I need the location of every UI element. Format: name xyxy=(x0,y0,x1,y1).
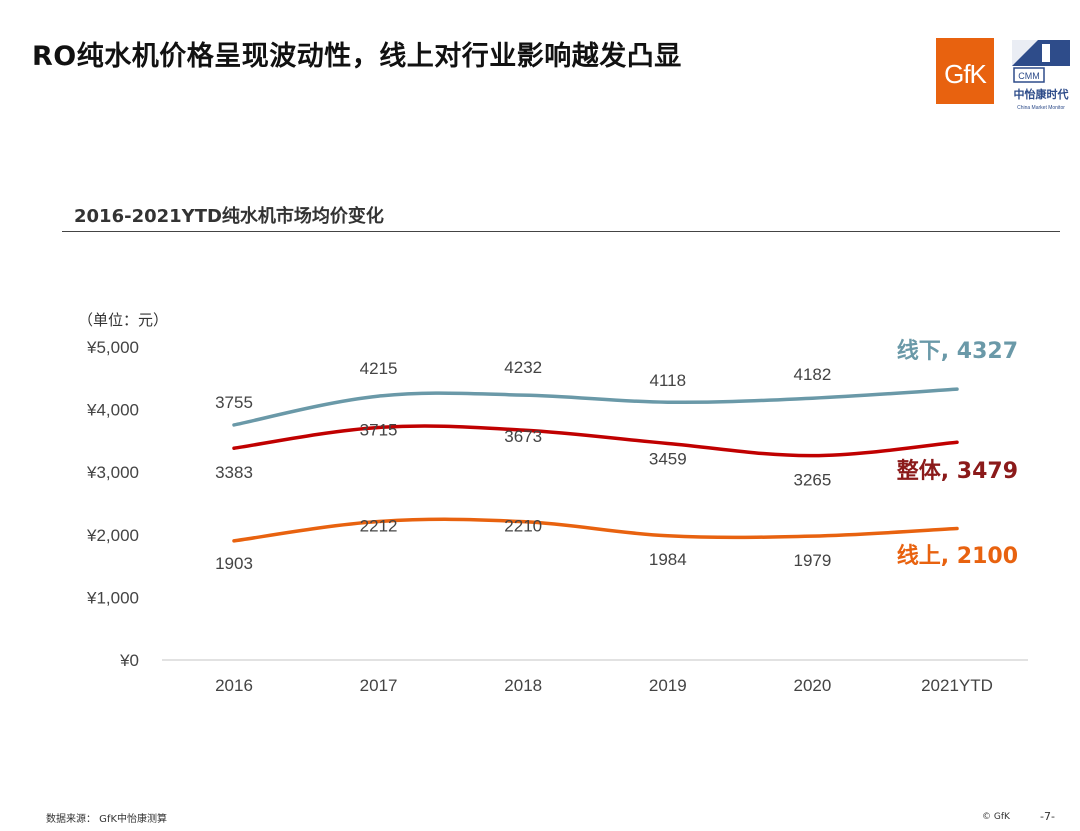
cmm-logo: CMM 中怡康时代 China Market Monitor xyxy=(1012,40,1070,111)
series-end-label: 整体, 3479 xyxy=(897,458,1018,484)
series-line-overall xyxy=(232,424,959,458)
section-divider xyxy=(62,231,1060,232)
x-tick-label: 2019 xyxy=(649,676,687,695)
series-line-offline xyxy=(232,387,959,427)
series-line-online xyxy=(232,517,959,543)
data-label: 4118 xyxy=(650,371,687,390)
data-label: 3755 xyxy=(215,393,253,412)
x-tick-label: 2017 xyxy=(360,676,398,695)
x-tick-label: 2018 xyxy=(504,676,542,695)
data-label: 1984 xyxy=(649,550,687,569)
cmm-logo-cn: 中怡康时代 xyxy=(1014,87,1069,101)
cmm-logo-text: CMM xyxy=(1018,71,1040,81)
data-label: 2212 xyxy=(360,517,398,536)
gfk-logo-text: GfK xyxy=(944,59,987,89)
x-axis: 2016 2017 2018 2019 2020 2021YTD xyxy=(162,659,1028,695)
page-number: -7- xyxy=(1040,810,1055,823)
data-label: 3459 xyxy=(649,449,687,468)
data-labels: 3755 4215 4232 4118 4182 3383 3715 3673 3459 3265… xyxy=(215,358,831,573)
page-title: RO纯水机价格呈现波动性，线上对行业影响越发凸显 xyxy=(32,41,682,72)
data-label: 4182 xyxy=(793,365,831,384)
y-tick-label: ¥1,000 xyxy=(86,588,139,607)
end-labels: 线下, 4327 整体, 3479 线上, 2100 xyxy=(897,338,1018,569)
data-label: 4215 xyxy=(360,359,398,378)
unit-label: （单位：元） xyxy=(78,311,168,329)
series-end-label: 线上, 2100 xyxy=(897,543,1018,569)
chart-section-title: 2016-2021YTD纯水机市场均价变化 xyxy=(74,206,384,227)
data-label: 1903 xyxy=(215,554,253,573)
y-tick-label: ¥0 xyxy=(119,651,139,670)
data-label: 3265 xyxy=(793,471,831,490)
gfk-logo: GfK xyxy=(936,38,994,104)
data-label: 3673 xyxy=(504,427,542,446)
data-label: 3383 xyxy=(215,463,253,482)
data-label: 1979 xyxy=(793,551,831,570)
footer-copyright: © GfK xyxy=(982,812,1010,822)
y-tick-label: ¥3,000 xyxy=(86,463,139,482)
footer-source: 数据来源： GfK中怡康测算 xyxy=(46,814,168,825)
y-tick-label: ¥2,000 xyxy=(86,526,139,545)
x-tick-label: 2021YTD xyxy=(921,676,993,695)
series-lines xyxy=(232,387,959,543)
y-axis: ¥0 ¥1,000 ¥2,000 ¥3,000 ¥4,000 ¥5,000 xyxy=(86,338,139,670)
data-label: 3715 xyxy=(360,420,398,439)
data-label: 4232 xyxy=(504,358,542,377)
x-tick-label: 2016 xyxy=(215,676,253,695)
series-end-label: 线下, 4327 xyxy=(897,338,1018,364)
y-tick-label: ¥4,000 xyxy=(86,401,139,420)
data-label: 2210 xyxy=(504,517,542,536)
y-tick-label: ¥5,000 xyxy=(86,338,139,357)
cmm-logo-en: China Market Monitor xyxy=(1017,105,1065,111)
x-tick-label: 2020 xyxy=(793,676,831,695)
